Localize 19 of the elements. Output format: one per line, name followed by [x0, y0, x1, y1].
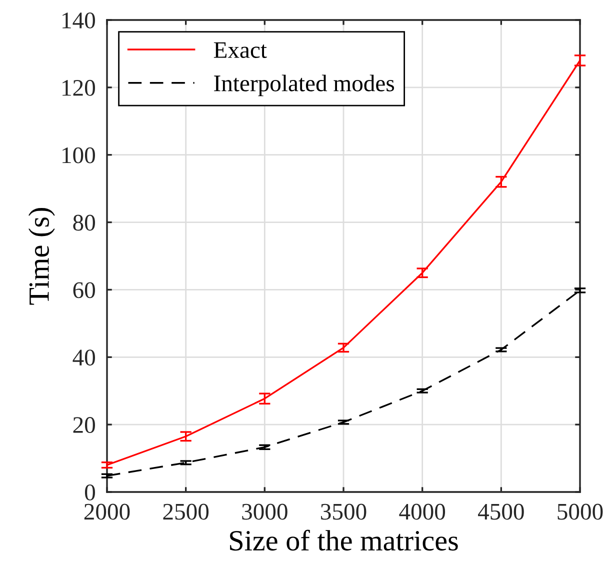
x-tick-label: 3000 — [242, 504, 288, 520]
x-tick-label: 4500 — [478, 504, 524, 520]
y-tick-label: 120 — [62, 80, 95, 96]
legend-label: Interpolated modes — [214, 74, 394, 96]
x-tick-label: 2000 — [84, 504, 130, 520]
x-tick-label: 2500 — [163, 504, 209, 520]
x-tick-label: 5000 — [558, 504, 603, 520]
x-axis-title: Size of the matrices — [230, 530, 458, 551]
y-axis-title: Time (s) — [28, 208, 55, 305]
y-tick-label: 100 — [62, 147, 95, 164]
y-tick-label: 0 — [84, 484, 95, 500]
y-tick-label: 80 — [73, 214, 95, 231]
y-tick-label: 40 — [72, 350, 95, 366]
y-tick-label: 20 — [73, 417, 95, 433]
x-tick-label: 3500 — [321, 504, 366, 520]
y-tick-label: 60 — [73, 282, 95, 298]
x-tick-label: 4000 — [399, 504, 446, 520]
legend-label: Exact — [214, 42, 267, 58]
y-tick-label: 140 — [62, 12, 95, 28]
